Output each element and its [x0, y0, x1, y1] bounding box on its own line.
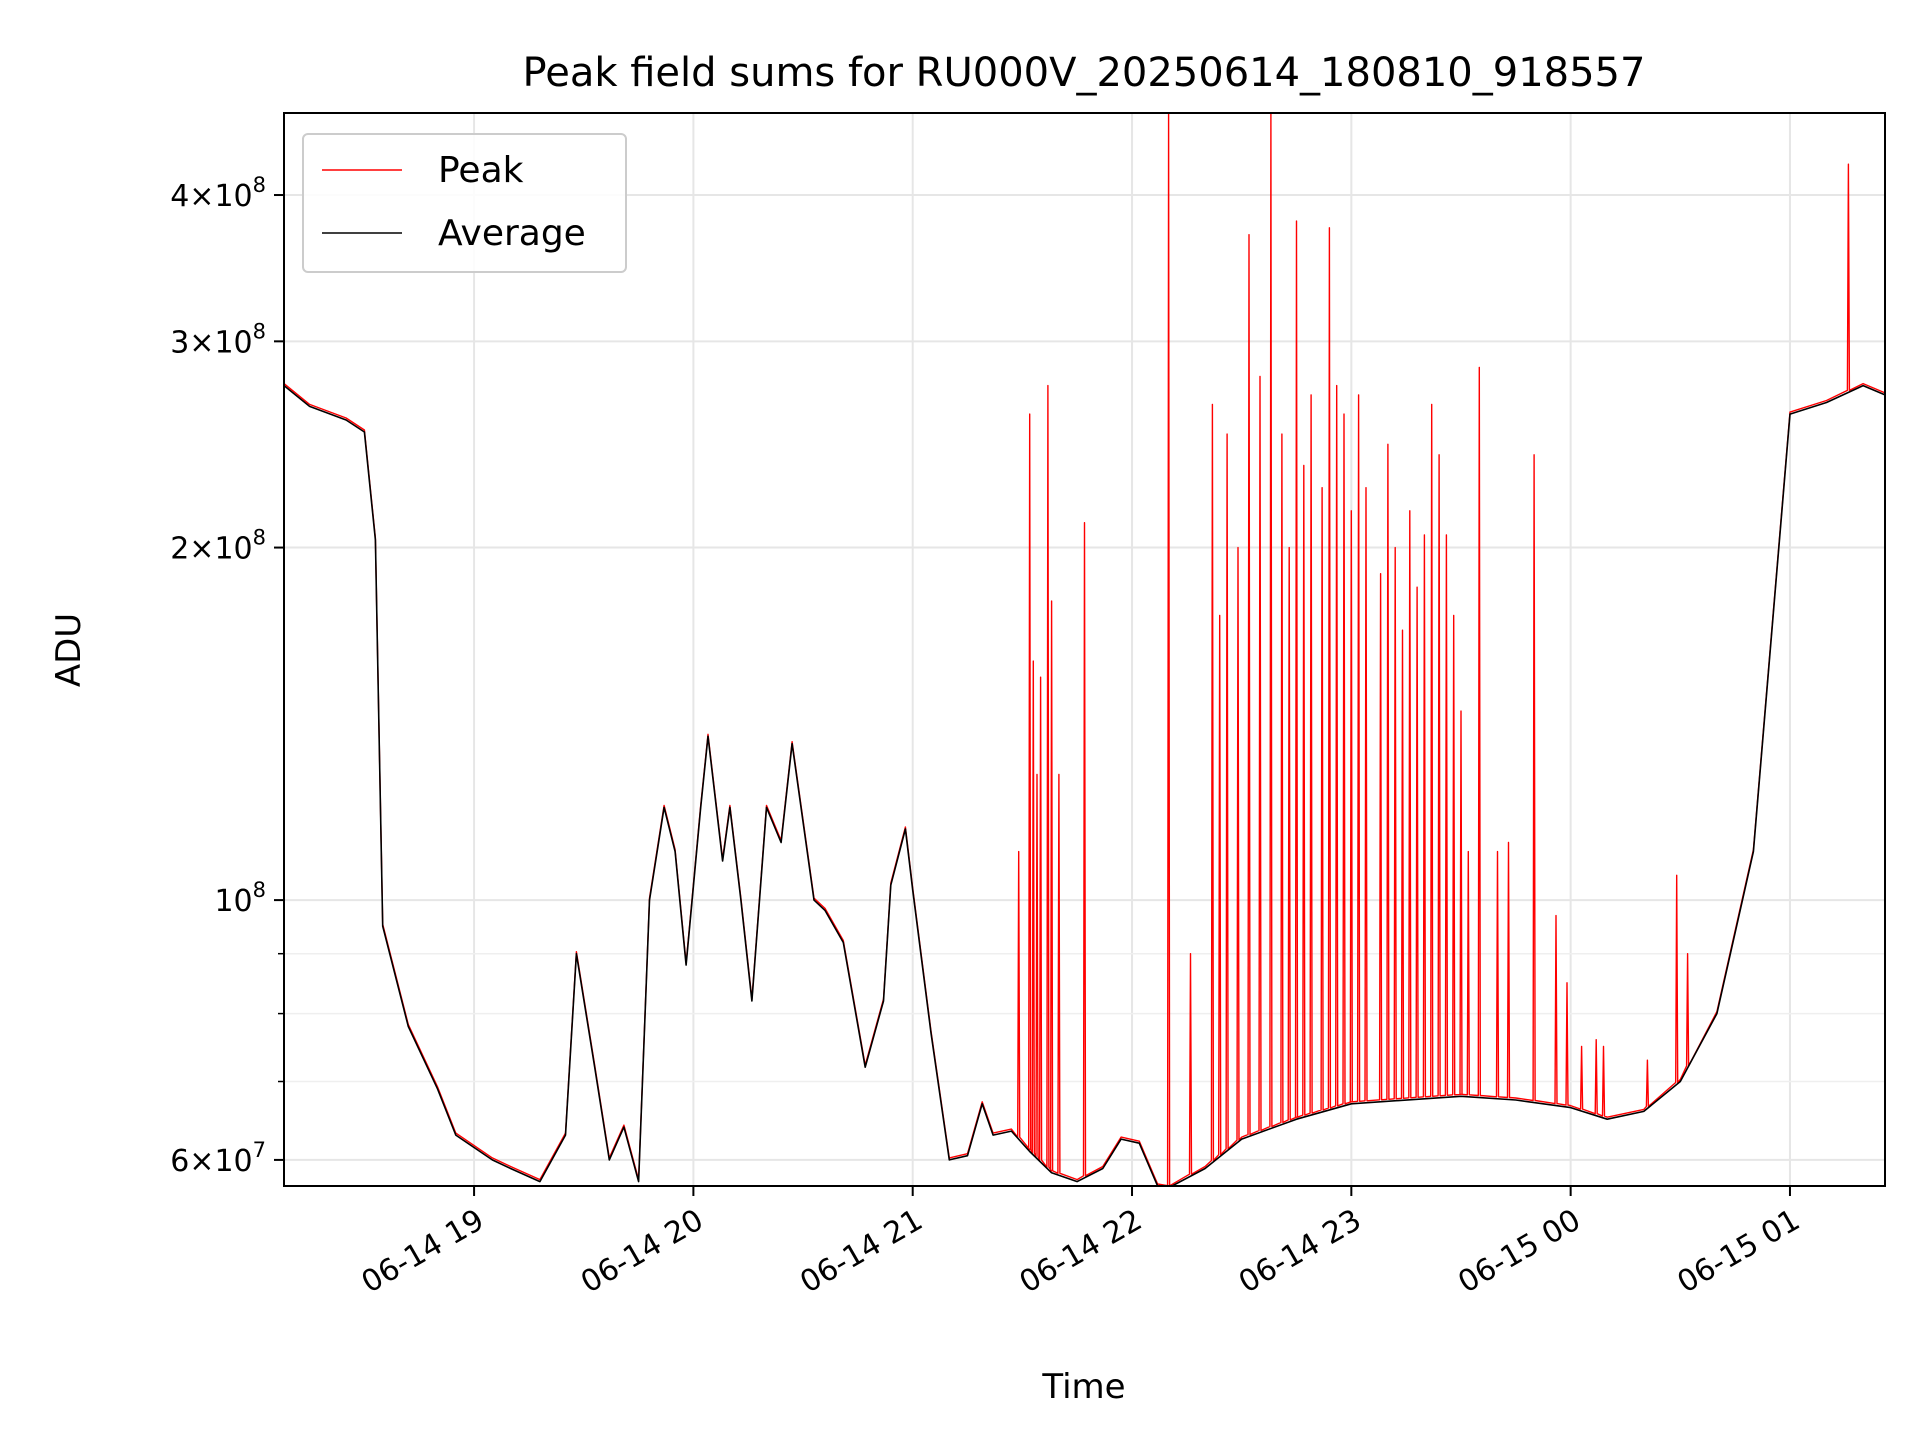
y-tick-label: 4×108 — [170, 173, 266, 214]
plot-area — [284, 113, 1885, 1186]
y-tick-label: 6×107 — [170, 1138, 266, 1179]
x-axis-label: Time — [1041, 1367, 1125, 1407]
legend-peak-label: Peak — [438, 150, 524, 191]
legend: Peak Average — [302, 133, 627, 273]
plot-frame — [283, 112, 1886, 1187]
y-tick-label: 2×108 — [170, 526, 266, 567]
y-tick-label: 108 — [214, 878, 266, 919]
y-axis: 6×107 108 2×108 3×108 4×108 — [170, 173, 284, 1179]
y-axis-label: ADU — [49, 613, 89, 687]
average-series-line — [284, 384, 1885, 1186]
chart-title: Peak field sums for RU000V_20250614_1808… — [523, 50, 1646, 96]
legend-box — [302, 133, 627, 273]
y-tick-label: 3×108 — [170, 319, 266, 360]
legend-average-label: Average — [438, 213, 586, 254]
